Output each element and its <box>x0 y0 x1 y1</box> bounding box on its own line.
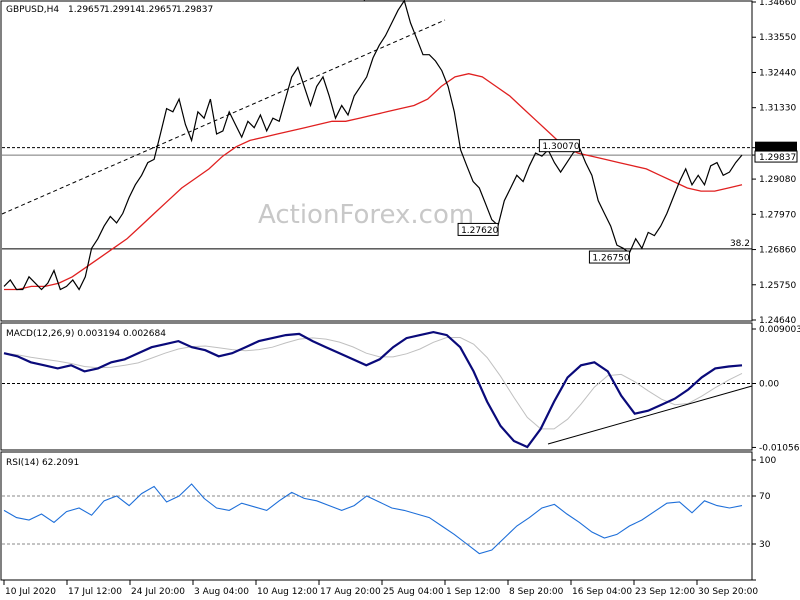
rsi-layer <box>2 483 752 555</box>
annotation-label: 1.26750 <box>592 254 629 264</box>
price-layer: 38.2 1.34820 1.30070 1.27620 1.26750 <box>1 0 752 291</box>
x-tick-label: 1 Sep 12:00 <box>446 587 501 597</box>
trend-channel-line <box>1 19 446 215</box>
axis-layer: 1.346601.335501.324401.313301.300701.298… <box>3 0 800 597</box>
macd-layer <box>2 330 753 449</box>
ohlc-high: 1.29914 <box>104 5 141 15</box>
price-y-tick-label: 1.25750 <box>759 281 796 291</box>
watermark: ActionForex.com <box>258 200 474 230</box>
rsi-y-tick-label: 70 <box>759 492 771 502</box>
macd-y-tick-label: -0.010566 <box>759 443 800 453</box>
ohlc-low: 1.29657 <box>140 5 177 15</box>
macd-panel-frame <box>0 322 753 451</box>
macd-y-tick-label: 0.00 <box>759 379 779 389</box>
price-line <box>3 0 743 291</box>
x-tick-label: 8 Sep 20:00 <box>509 587 564 597</box>
macd-line <box>3 330 743 449</box>
price-y-tick-label: 1.33550 <box>759 33 796 43</box>
macd-signal-line <box>3 337 743 430</box>
annotation-label: 1.34820 <box>367 0 404 1</box>
macd-label: MACD(12,26,9) 0.003194 0.002684 <box>6 329 166 339</box>
rsi-label: RSI(14) 62.2091 <box>6 458 79 468</box>
current-price-label: 1.29837 <box>759 153 796 163</box>
rsi-line <box>3 483 743 555</box>
x-tick-label: 17 Jul 12:00 <box>68 587 122 597</box>
annotation-label: 1.27620 <box>461 226 498 236</box>
symbol-label: GBPUSD,H4 <box>6 5 59 15</box>
rsi-panel-frame <box>0 451 753 581</box>
price-y-tick-label: 1.24640 <box>759 316 796 326</box>
x-tick-label: 25 Aug 04:00 <box>383 587 444 597</box>
x-tick-label: 16 Sep 04:00 <box>572 587 632 597</box>
x-tick-label: 24 Jul 20:00 <box>131 587 185 597</box>
macd-y-tick-label: 0.009003 <box>759 325 800 335</box>
sma-line <box>4 73 743 291</box>
annotation-box <box>457 222 499 236</box>
price-y-tick-label: 1.31330 <box>759 104 796 114</box>
x-tick-label: 23 Sep 12:00 <box>635 587 695 597</box>
price-panel-frame <box>0 0 753 322</box>
price-y-tick-label: 1.27970 <box>759 210 796 220</box>
x-tick-label: 10 Jul 2020 <box>5 587 56 597</box>
price-y-tick-label: 1.34660 <box>759 0 796 8</box>
price-y-tick-label: 1.32440 <box>759 68 796 78</box>
rsi-y-tick-label: 30 <box>759 540 771 550</box>
rsi-y-tick-label: 100 <box>759 456 776 466</box>
ohlc-close: 1.29837 <box>176 5 213 15</box>
annotation-box <box>538 139 580 153</box>
annotation-box <box>363 0 405 2</box>
x-tick-label: 30 Sep 20:00 <box>698 587 758 597</box>
level-price-label: 1.30070 <box>759 144 796 154</box>
current-price-box <box>754 150 798 163</box>
ohlc-open: 1.29657 <box>68 5 105 15</box>
x-tick-label: 3 Aug 04:00 <box>194 587 249 597</box>
annotation-box <box>588 250 630 264</box>
x-tick-label: 17 Aug 20:00 <box>320 587 381 597</box>
annotation-label: 1.30070 <box>542 142 579 152</box>
macd-trendline <box>547 385 753 445</box>
x-tick-label: 10 Aug 12:00 <box>257 587 318 597</box>
price-y-tick-label: 1.29080 <box>759 175 796 185</box>
fib-line-label: 38.2 <box>730 239 750 249</box>
price-y-tick-label: 1.26860 <box>759 246 796 256</box>
